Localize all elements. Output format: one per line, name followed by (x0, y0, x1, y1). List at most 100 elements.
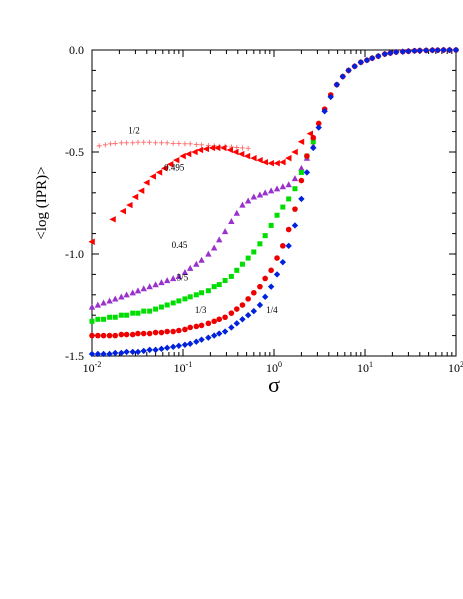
series-0 (96, 139, 251, 151)
data-point (279, 258, 287, 266)
series-annotation: 1/2 (128, 126, 140, 136)
data-point (268, 267, 274, 274)
data-point (119, 207, 126, 215)
data-point (94, 350, 102, 358)
data-point (261, 189, 269, 196)
data-point (158, 345, 165, 353)
data-point (429, 47, 436, 54)
data-point (198, 322, 205, 329)
series-annotation: 0.45 (172, 240, 188, 250)
data-point (251, 249, 257, 255)
data-point (112, 295, 119, 302)
data-point (146, 346, 153, 354)
data-point (233, 209, 240, 216)
data-point (244, 197, 252, 204)
data-point (143, 179, 150, 186)
data-point (274, 212, 280, 218)
data-point (213, 144, 221, 152)
data-point (226, 146, 233, 154)
data-point (163, 344, 171, 352)
data-point (88, 350, 96, 358)
data-point (123, 331, 130, 338)
data-point (164, 140, 170, 146)
data-point (187, 340, 194, 347)
data-point (175, 273, 183, 280)
data-point (193, 292, 199, 298)
data-point (158, 140, 164, 146)
data-point (152, 281, 159, 288)
data-point (191, 148, 198, 156)
data-point (106, 297, 113, 304)
data-point (392, 48, 400, 56)
data-point (257, 283, 263, 290)
data-point (89, 332, 95, 339)
data-point (134, 287, 142, 294)
data-point (251, 289, 257, 296)
data-point (233, 306, 240, 312)
data-point (135, 310, 141, 316)
data-point (222, 278, 228, 284)
data-point (100, 299, 107, 306)
data-point (129, 348, 136, 356)
data-point (112, 349, 119, 357)
axis-ticks: 10-2 10-1 100 101 102 0.0 -0.5 -1.0 -1.5 (65, 43, 463, 375)
data-point (298, 169, 304, 175)
y-tick-label: -1.5 (65, 349, 84, 363)
data-point (100, 350, 107, 358)
series-annotation: 1/4 (266, 305, 278, 315)
data-point (205, 334, 212, 341)
data-point (88, 238, 95, 245)
data-point (193, 260, 200, 267)
data-point (298, 195, 305, 203)
data-point (176, 327, 182, 334)
data-point (310, 144, 317, 152)
data-point (137, 187, 145, 194)
data-point (118, 312, 124, 318)
data-point (273, 271, 281, 278)
data-point (280, 243, 286, 249)
data-point (267, 187, 275, 194)
data-point (233, 320, 240, 327)
data-point (205, 250, 212, 257)
data-point (220, 144, 227, 152)
y-tick-label: 0.0 (69, 43, 84, 57)
data-point (256, 191, 264, 198)
data-point (274, 255, 280, 261)
data-point (152, 329, 159, 336)
data-point (161, 165, 168, 172)
x-tick-label: 101 (357, 360, 373, 375)
data-point (267, 160, 274, 167)
data-point (112, 332, 119, 339)
data-point (134, 348, 142, 356)
data-point (102, 142, 108, 148)
data-point (101, 316, 107, 322)
data-point (123, 348, 130, 356)
data-point (170, 300, 176, 306)
data-point (118, 140, 124, 146)
data-point (351, 63, 358, 70)
data-point (112, 314, 118, 320)
data-point (345, 67, 352, 74)
y-tick-label: -1.0 (65, 247, 84, 261)
data-point (130, 310, 136, 316)
x-tick-label: 10-1 (174, 360, 193, 375)
data-point (273, 185, 281, 192)
data-point (245, 145, 251, 151)
data-point (179, 152, 186, 160)
data-point (147, 308, 153, 314)
data-point (405, 48, 412, 55)
data-point (106, 350, 113, 358)
data-point (280, 204, 286, 210)
data-point (208, 144, 216, 152)
data-point (234, 267, 240, 273)
data-point (149, 173, 156, 180)
data-point (239, 316, 246, 323)
data-point (339, 73, 346, 80)
data-point (285, 154, 292, 162)
data-point (169, 343, 177, 351)
data-point (141, 139, 147, 145)
data-series (88, 46, 460, 358)
data-point (182, 141, 188, 147)
data-point (123, 291, 130, 298)
data-point (107, 314, 113, 320)
